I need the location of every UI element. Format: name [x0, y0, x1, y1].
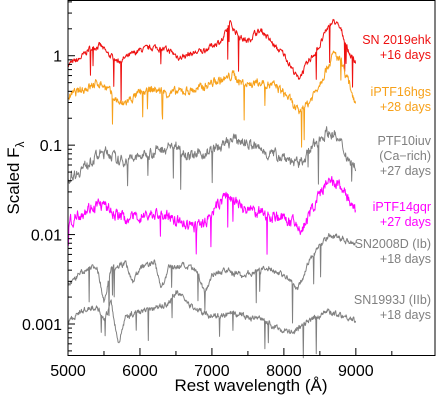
plot-frame: [67, 0, 436, 356]
series-label-line: PTF10iuv: [378, 134, 432, 148]
y-axis-title-subscript: λ: [13, 141, 27, 147]
x-tick-label: 9000: [338, 363, 374, 380]
y-tick-label: 0.01: [31, 228, 62, 245]
series-line: [67, 50, 357, 148]
series-label-line: +27 days: [380, 215, 431, 229]
y-tick-label: 1: [53, 49, 62, 66]
y-axis-title-main: Scaled F: [4, 147, 23, 214]
series-label-line: +28 days: [380, 100, 431, 114]
x-axis-title: Rest wavelength (Å): [174, 376, 327, 395]
y-tick-label: 0.1: [40, 138, 62, 155]
series-label-line: +27 days: [380, 164, 431, 178]
series-label-line: iPTF16hgs: [371, 85, 431, 99]
x-tick-label: 7000: [194, 363, 230, 380]
series-label: iPTF14gqr +27 days: [373, 200, 431, 229]
series-line: [67, 126, 357, 190]
series-line: [67, 232, 356, 324]
series-label: PTF10iuv (Ca−rich) +27 days: [378, 134, 432, 178]
series-label: SN 2019ehk +16 days: [362, 33, 432, 62]
series-label-line: +16 days: [380, 48, 431, 62]
series-label-line: SN 2019ehk: [362, 33, 432, 47]
series-label: iPTF16hgs +28 days: [371, 85, 431, 114]
series-line: [67, 18, 357, 104]
axis-layer: 5000 6000 7000 8000 9000 0.001 0.01 0.1 1: [22, 1, 393, 380]
y-tick-label: 0.001: [22, 317, 62, 334]
series-line: [67, 175, 357, 255]
series-label-line: (Ca−rich): [379, 149, 431, 163]
series-label-line: +18 days: [380, 252, 431, 266]
series-label-line: SN2008D (Ib): [355, 237, 431, 251]
y-axis-title: Scaled Fλ: [4, 141, 27, 214]
x-tick-label: 5000: [50, 363, 86, 380]
series-label-line: iPTF14gqr: [373, 200, 431, 214]
series-label-line: SN1993J (IIb): [354, 293, 431, 307]
series-label: SN2008D (Ib) +18 days: [355, 237, 431, 266]
x-tick-label: 6000: [122, 363, 158, 380]
series-label-layer: SN 2019ehk +16 days iPTF16hgs +28 days PTF10…: [354, 33, 432, 322]
series-label-line: +18 days: [380, 308, 431, 322]
series-layer: [67, 18, 357, 359]
series-label: SN1993J (IIb) +18 days: [354, 293, 431, 322]
series-line: [67, 290, 357, 359]
x-tick-label: 8000: [266, 363, 302, 380]
